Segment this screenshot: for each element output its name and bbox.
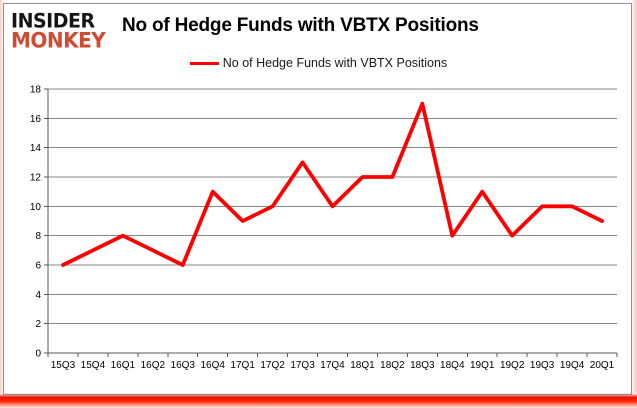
page-edge-glow-left <box>0 0 4 408</box>
x-tick-label: 15Q3 <box>51 360 76 371</box>
legend-line-swatch <box>189 61 219 65</box>
x-tick-label: 17Q1 <box>230 360 255 371</box>
x-tick-label: 15Q4 <box>81 360 106 371</box>
chart-legend: No of Hedge Funds with VBTX Positions <box>0 56 637 70</box>
y-tick-label: 14 <box>30 143 42 154</box>
y-tick-label: 2 <box>35 319 41 330</box>
x-tick-label: 17Q3 <box>290 360 315 371</box>
x-tick-label: 18Q1 <box>350 360 375 371</box>
x-tick-label: 18Q3 <box>410 360 435 371</box>
x-tick-label: 19Q3 <box>530 360 555 371</box>
y-tick-label: 10 <box>30 202 42 213</box>
y-tick-label: 18 <box>30 85 42 96</box>
y-tick-label: 0 <box>35 349 41 360</box>
y-tick-label: 16 <box>30 114 42 125</box>
logo-insider: INSIDER <box>11 9 95 33</box>
x-tick-label: 16Q3 <box>171 360 196 371</box>
y-tick-label: 4 <box>35 290 41 301</box>
logo-monkey: MONKEY <box>11 27 106 53</box>
x-tick-label: 19Q2 <box>500 360 525 371</box>
page-edge-glow-right <box>631 0 637 408</box>
x-tick-label: 16Q1 <box>111 360 136 371</box>
legend-label: No of Hedge Funds with VBTX Positions <box>222 56 448 70</box>
page-edge-glow-bottom <box>0 393 637 408</box>
x-tick-label: 16Q2 <box>141 360 166 371</box>
x-tick-label: 20Q1 <box>590 360 615 371</box>
x-tick-label: 17Q4 <box>320 360 345 371</box>
page-title: No of Hedge Funds with VBTX Positions <box>122 15 479 36</box>
y-tick-label: 6 <box>35 261 41 272</box>
x-tick-label: 16Q4 <box>200 360 225 371</box>
x-tick-label: 18Q4 <box>440 360 465 371</box>
series-line-hedge-fund-positions <box>61 101 604 267</box>
insider-monkey-logo: INSIDER MONKEY <box>11 9 106 53</box>
x-tick-label: 17Q2 <box>260 360 285 371</box>
x-tick-label: 18Q2 <box>380 360 405 371</box>
x-tick-label: 19Q1 <box>470 360 495 371</box>
y-tick-label: 12 <box>30 173 42 184</box>
y-tick-label: 8 <box>35 231 41 242</box>
x-tick-label: 19Q4 <box>560 360 585 371</box>
